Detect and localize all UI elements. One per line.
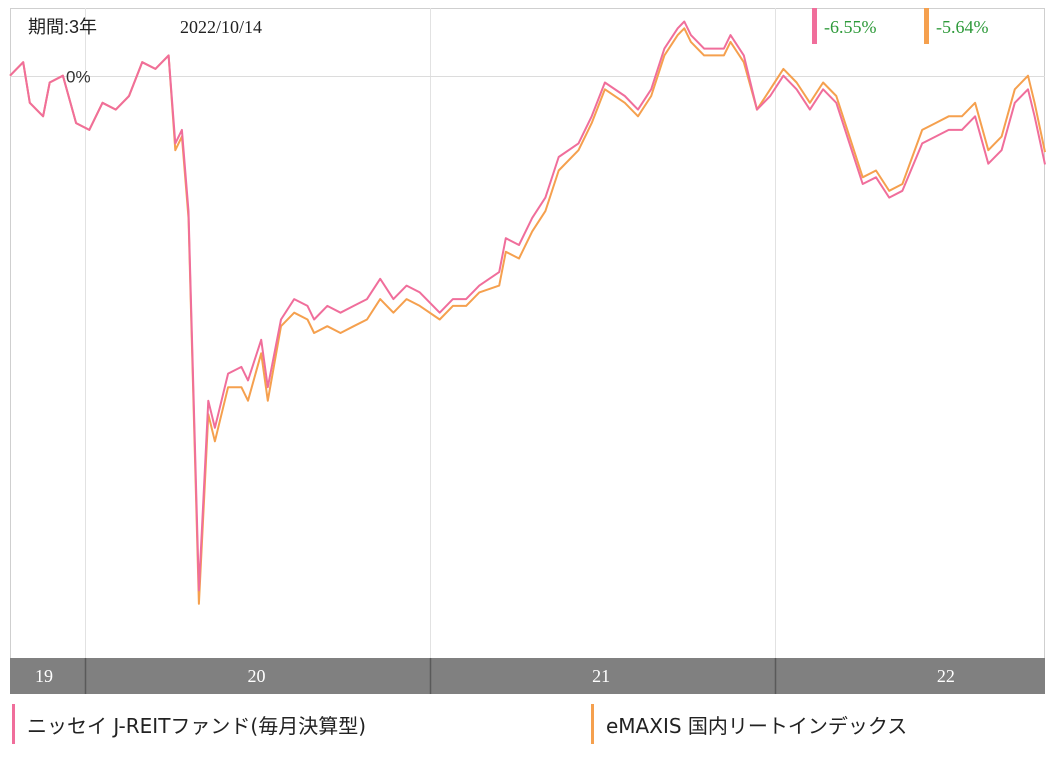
legend-1-swatch bbox=[12, 704, 15, 744]
x-tick-label-20: 20 bbox=[247, 666, 265, 686]
x-axis-band bbox=[10, 658, 1045, 694]
legend-2-swatch bbox=[591, 704, 594, 744]
chart-svg: 0% 19 20 21 22 期間:3年 2022/10/14 -6.55% -5.6… bbox=[9, 8, 1046, 694]
zero-baseline-label: 0% bbox=[66, 68, 91, 87]
legend-item-1: ニッセイ J-REITファンド(毎月決算型) bbox=[12, 704, 366, 744]
series-2-value-marker bbox=[924, 8, 929, 44]
legend-2-label: eMAXIS 国内リートインデックス bbox=[606, 713, 908, 738]
date-label: 2022/10/14 bbox=[180, 17, 262, 37]
series-line-1 bbox=[9, 20, 1046, 592]
plot-frame bbox=[10, 8, 1045, 659]
x-tick-label-19: 19 bbox=[35, 666, 53, 686]
grid-layer bbox=[85, 8, 776, 658]
series-1-last-value: -6.55% bbox=[824, 17, 877, 37]
x-tick-label-22: 22 bbox=[937, 666, 955, 686]
x-tick-label-21: 21 bbox=[592, 666, 610, 686]
x-axis-layer: 19 20 21 22 bbox=[35, 658, 955, 694]
legend-1-label: ニッセイ J-REITファンド(毎月決算型) bbox=[27, 713, 367, 738]
series-2-last-value: -5.64% bbox=[936, 17, 989, 37]
series-layer bbox=[9, 20, 1046, 605]
legend-item-2: eMAXIS 国内リートインデックス bbox=[591, 704, 907, 744]
period-label: 期間:3年 bbox=[28, 17, 97, 37]
series-1-value-marker bbox=[812, 8, 817, 44]
